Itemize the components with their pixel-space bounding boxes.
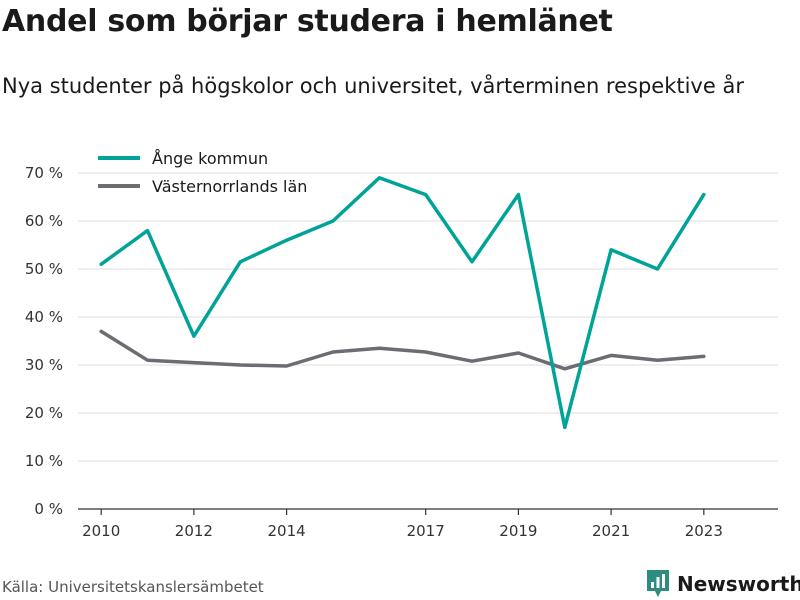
- x-tick-label: 2012: [175, 522, 213, 540]
- legend-label: Ånge kommun: [152, 149, 268, 168]
- y-tick-label: 40 %: [25, 308, 63, 326]
- x-tick-label: 2017: [407, 522, 445, 540]
- newsworthy-logo-icon: [647, 570, 669, 597]
- y-tick-label: 0 %: [34, 500, 63, 518]
- x-tick-label: 2023: [685, 522, 723, 540]
- y-tick-label: 70 %: [25, 164, 63, 182]
- chart-title: Andel som börjar studera i hemlänet: [2, 4, 613, 39]
- series-line: [99, 329, 706, 371]
- x-tick-label: 2019: [499, 522, 537, 540]
- y-tick-label: 60 %: [25, 212, 63, 230]
- source-note: Källa: Universitetskanslersämbetet: [2, 578, 264, 596]
- legend: Ånge kommun Västernorrlands län: [98, 149, 307, 196]
- series-line: [99, 176, 706, 430]
- grid-lines: [78, 172, 778, 462]
- x-tick-label: 2010: [82, 522, 120, 540]
- chart-subtitle: Nya studenter på högskolor och universit…: [2, 74, 744, 98]
- legend-label: Västernorrlands län: [152, 177, 307, 196]
- y-tick-label: 50 %: [25, 260, 63, 278]
- axes: 0 % 10 % 20 % 30 % 40 % 50 % 60 % 70 % 2010 2012 2…: [25, 164, 778, 540]
- x-tick-label: 2021: [592, 522, 630, 540]
- x-tick-label: 2014: [268, 522, 306, 540]
- y-tick-label: 20 %: [25, 404, 63, 422]
- newsworthy-logo: Newsworthy: [646, 569, 800, 599]
- y-tick-label: 30 %: [25, 356, 63, 374]
- series-lines: [99, 176, 706, 430]
- y-tick-label: 10 %: [25, 452, 63, 470]
- logo-text: Newsworthy: [677, 572, 800, 596]
